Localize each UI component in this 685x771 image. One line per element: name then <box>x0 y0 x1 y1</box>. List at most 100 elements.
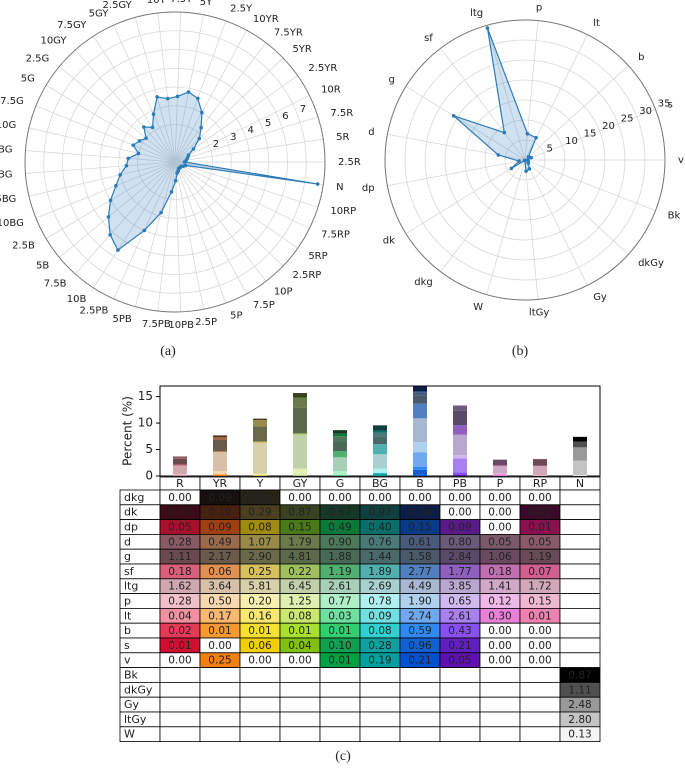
cell-text: 1.07 <box>248 536 271 548</box>
grid-circle <box>464 99 586 221</box>
cell-text: 0.30 <box>488 610 511 622</box>
table-cell <box>199 682 241 698</box>
bar-segment <box>453 406 467 411</box>
table-cell <box>559 622 601 639</box>
table-cell <box>439 682 481 698</box>
cell-text: 0.06 <box>248 640 272 652</box>
cell-text: 0.07 <box>528 566 551 578</box>
category-label: 2.5B <box>12 240 35 251</box>
radar-point <box>315 182 320 186</box>
cell-text: 2.69 <box>368 581 391 593</box>
bar-segment <box>333 441 347 452</box>
spoke <box>524 159 629 255</box>
table-cell <box>199 667 241 683</box>
x-tick-label: GY <box>293 477 308 490</box>
cell-text: 0.01 <box>328 625 351 637</box>
spoke <box>486 25 526 161</box>
table-cell <box>559 504 601 520</box>
spoke <box>524 65 629 161</box>
cell-text: 0.01 <box>328 655 351 667</box>
r-tick-label: 5 <box>265 118 271 129</box>
cell-text: 1.89 <box>368 566 391 578</box>
bar-segment <box>373 474 387 476</box>
grid-circle <box>99 86 251 238</box>
r-tick-label: 35 <box>658 99 671 110</box>
bar-segment <box>373 432 387 437</box>
bar-segment <box>493 474 507 476</box>
radar-point <box>191 147 196 151</box>
radar-point <box>524 169 528 173</box>
bar-segment <box>213 473 227 475</box>
cell-text: 0.08 <box>248 522 271 534</box>
radar-point <box>526 155 531 159</box>
table-cell <box>319 711 361 728</box>
radar-point <box>509 166 514 171</box>
cell-text: 1.06 <box>488 551 512 563</box>
table-cell <box>199 696 241 713</box>
cell-text: 0.43 <box>448 625 471 637</box>
bar-segment <box>413 403 427 419</box>
category-label: 5R <box>336 132 349 143</box>
bar-segment <box>253 474 267 476</box>
y-tick-label: 5 <box>145 442 153 456</box>
bar-segment <box>413 452 427 467</box>
cell-text: 0.02 <box>168 625 191 637</box>
cell-text: 0.01 <box>528 610 551 622</box>
bar-segment <box>453 472 467 475</box>
legend-label: v <box>124 654 131 667</box>
bar-segment <box>333 433 347 437</box>
cell-text: 0.00 <box>488 625 511 637</box>
cell-text: 0.05 <box>168 522 191 534</box>
r-tick-label: 25 <box>621 114 634 125</box>
bar-segment <box>253 441 267 443</box>
y-tick-label: 0 <box>145 469 153 483</box>
bar-segment <box>373 473 387 475</box>
table-cell <box>359 667 401 683</box>
category-label: 7.5Y <box>170 0 193 5</box>
cell-text: 4.49 <box>408 581 431 593</box>
category-label: 7.5YR <box>274 27 303 38</box>
bar-segment <box>573 475 587 476</box>
spoke <box>440 48 526 161</box>
table-cell <box>439 726 481 742</box>
spoke <box>524 159 539 300</box>
grid-circle <box>80 67 270 257</box>
bar-segment <box>333 475 347 476</box>
radar-point <box>165 96 170 101</box>
cell-text: 0.04 <box>288 640 312 652</box>
cell-text: 0.15 <box>408 522 431 534</box>
polar-frame <box>24 11 326 313</box>
r-tick-label: 2 <box>213 139 219 150</box>
cell-text: 0.08 <box>368 625 391 637</box>
cell-text: 0.00 <box>488 492 511 504</box>
radar-point <box>114 184 118 188</box>
cell-text: 1.25 <box>288 596 311 608</box>
grid-circle <box>404 39 646 281</box>
radar-point <box>118 173 123 177</box>
spoke <box>440 159 526 272</box>
cell-text: 0.07 <box>168 507 191 519</box>
radar-point <box>186 153 191 158</box>
cell-text: 0.78 <box>368 596 391 608</box>
cell-text: 0.01 <box>288 625 311 637</box>
radar-point <box>124 163 129 168</box>
bar-segment <box>453 410 467 426</box>
bar-segment <box>373 436 387 445</box>
x-tick-label: B <box>416 477 424 490</box>
cell-text: 0.03 <box>328 610 351 622</box>
cell-text: 0.87 <box>568 670 591 682</box>
cell-text: 0.09 <box>208 522 231 534</box>
cell-text: 0.00 <box>528 655 551 667</box>
category-label: 2.5RP <box>292 270 321 281</box>
bar-segment <box>533 466 547 476</box>
bar-segment <box>253 473 267 475</box>
cell-text: 2.17 <box>208 551 231 563</box>
legend-label: dkGy <box>124 683 153 696</box>
grid-circle <box>43 30 307 294</box>
table-cell <box>559 534 601 550</box>
bar-segment <box>573 436 587 442</box>
radar-point <box>534 135 538 140</box>
bar-segment <box>413 418 427 443</box>
radar-point <box>525 131 530 136</box>
cell-text: 0.00 <box>208 640 231 652</box>
